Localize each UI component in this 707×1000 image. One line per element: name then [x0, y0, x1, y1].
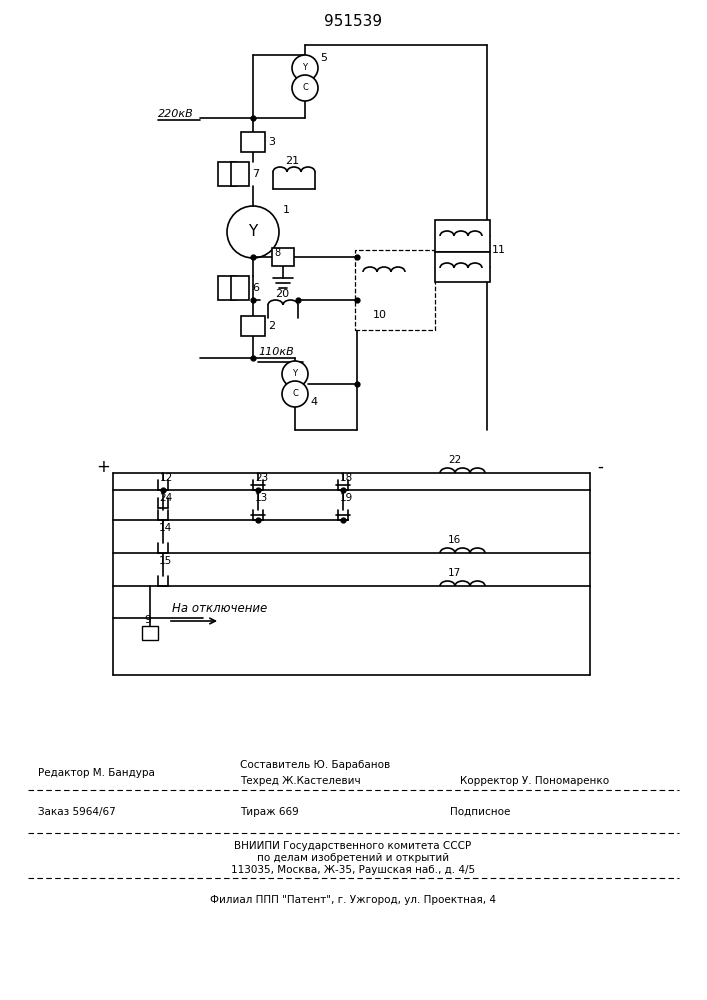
- Text: 3: 3: [268, 137, 275, 147]
- Text: ВНИИПИ Государственного комитета СССР: ВНИИПИ Государственного комитета СССР: [235, 841, 472, 851]
- Bar: [241, 316, 265, 336]
- Text: Y: Y: [248, 225, 257, 239]
- Text: 951539: 951539: [324, 14, 382, 29]
- Text: 1: 1: [283, 205, 290, 215]
- Bar: [435, 252, 490, 282]
- Text: Подписное: Подписное: [450, 807, 510, 817]
- Text: Составитель Ю. Барабанов: Составитель Ю. Барабанов: [240, 760, 390, 770]
- Text: Y: Y: [293, 369, 298, 378]
- Text: Филиал ППП "Патент", г. Ужгород, ул. Проектная, 4: Филиал ППП "Патент", г. Ужгород, ул. Про…: [210, 895, 496, 905]
- Bar: [142, 626, 158, 640]
- Text: Техред Ж.Кастелевич: Техред Ж.Кастелевич: [240, 776, 361, 786]
- Text: 9: 9: [144, 615, 151, 625]
- Text: 2: 2: [268, 321, 275, 331]
- Text: 6: 6: [252, 283, 259, 293]
- Text: 12: 12: [160, 473, 173, 483]
- Text: C: C: [292, 389, 298, 398]
- Text: 7: 7: [252, 169, 259, 179]
- Text: 17: 17: [448, 568, 461, 578]
- Text: 24: 24: [159, 493, 173, 503]
- Bar: [218, 276, 236, 300]
- Text: 20: 20: [275, 289, 289, 299]
- Text: На отключение: На отключение: [172, 601, 267, 614]
- Text: Корректор У. Пономаренко: Корректор У. Пономаренко: [460, 776, 609, 786]
- Bar: [272, 248, 294, 266]
- Text: +: +: [96, 458, 110, 476]
- Text: Y: Y: [303, 64, 308, 73]
- Text: 15: 15: [159, 556, 173, 566]
- Bar: [435, 220, 490, 252]
- Text: 4: 4: [310, 397, 317, 407]
- Bar: [231, 276, 249, 300]
- Text: -: -: [597, 458, 603, 476]
- Text: 5: 5: [320, 53, 327, 63]
- Bar: [241, 132, 265, 152]
- Text: 8: 8: [274, 248, 280, 258]
- Bar: [355, 250, 435, 330]
- Text: 22: 22: [448, 455, 461, 465]
- Circle shape: [292, 55, 318, 81]
- Text: Редактор М. Бандура: Редактор М. Бандура: [38, 768, 155, 778]
- Bar: [231, 162, 249, 186]
- Text: 16: 16: [448, 535, 461, 545]
- Text: по делам изобретений и открытий: по делам изобретений и открытий: [257, 853, 449, 863]
- Text: 11: 11: [492, 245, 506, 255]
- Text: 19: 19: [340, 493, 354, 503]
- Circle shape: [282, 381, 308, 407]
- Text: 110кВ: 110кВ: [258, 347, 293, 357]
- Text: 113035, Москва, Ж-35, Раушская наб., д. 4/5: 113035, Москва, Ж-35, Раушская наб., д. …: [231, 865, 475, 875]
- Bar: [218, 162, 236, 186]
- Text: 14: 14: [159, 523, 173, 533]
- Circle shape: [282, 361, 308, 387]
- Text: C: C: [302, 84, 308, 93]
- Circle shape: [292, 75, 318, 101]
- Text: 21: 21: [285, 156, 299, 166]
- Text: Тираж 669: Тираж 669: [240, 807, 299, 817]
- Text: 13: 13: [255, 493, 268, 503]
- Text: 23: 23: [255, 473, 268, 483]
- Text: 10: 10: [373, 310, 387, 320]
- Text: Заказ 5964/67: Заказ 5964/67: [38, 807, 116, 817]
- Text: 18: 18: [340, 473, 354, 483]
- Text: 220кВ: 220кВ: [158, 109, 194, 119]
